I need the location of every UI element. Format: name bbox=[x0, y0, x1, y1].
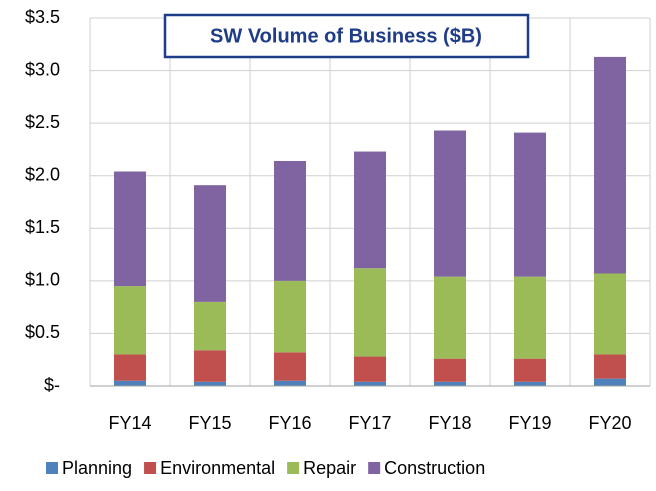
x-tick-label: FY15 bbox=[188, 413, 231, 433]
y-tick-label: $1.0 bbox=[25, 270, 60, 290]
bar-segment bbox=[514, 276, 546, 359]
bar-segment bbox=[594, 273, 626, 355]
bar-segment bbox=[194, 381, 226, 386]
bar-segment bbox=[514, 358, 546, 382]
legend-label: Construction bbox=[384, 458, 485, 478]
bar-segment bbox=[114, 286, 146, 355]
bar-segment bbox=[274, 160, 306, 281]
legend-swatch bbox=[144, 462, 157, 474]
x-tick-label: FY14 bbox=[108, 413, 151, 433]
bar-segment bbox=[194, 301, 226, 351]
bar-segment bbox=[594, 56, 626, 274]
bar-segment bbox=[114, 380, 146, 386]
bar-segment bbox=[354, 151, 386, 269]
x-tick-label: FY20 bbox=[588, 413, 631, 433]
y-tick-label: $1.5 bbox=[25, 217, 60, 237]
plot-area: $- $0.5 $1.0 $1.5 $2.0 $2.5 $3.0 $3.5 FY14 FY15 FY… bbox=[25, 7, 651, 433]
title-box bbox=[163, 13, 530, 59]
y-tick-label: $2.5 bbox=[25, 112, 60, 132]
legend-swatch bbox=[46, 462, 58, 474]
legend-label: Planning bbox=[62, 458, 132, 478]
y-tick-label: $3.5 bbox=[25, 7, 60, 27]
bar-segment bbox=[434, 381, 466, 386]
bar-segment bbox=[194, 350, 226, 382]
y-tick-label: $3.0 bbox=[25, 59, 60, 79]
chart-title: SW Volume of Business ($B) bbox=[210, 25, 482, 47]
bar-segment bbox=[194, 185, 226, 302]
y-tick-label: $- bbox=[44, 375, 60, 395]
x-tick-label: FY16 bbox=[268, 413, 311, 433]
bar-segment bbox=[354, 268, 386, 357]
bar-segment bbox=[274, 280, 306, 353]
legend-label: Repair bbox=[303, 458, 356, 478]
bar-segment bbox=[274, 352, 306, 381]
bar-segment bbox=[514, 381, 546, 386]
bar-segment bbox=[434, 276, 466, 359]
x-tick-label: FY18 bbox=[428, 413, 471, 433]
y-tick-label: $2.0 bbox=[25, 164, 60, 184]
bar-segment bbox=[114, 354, 146, 381]
bar-segment bbox=[434, 130, 466, 277]
legend-label: Environmental bbox=[160, 458, 275, 478]
bar-segment bbox=[354, 381, 386, 386]
bar-segment bbox=[274, 380, 306, 386]
bar-segment bbox=[354, 356, 386, 382]
bar-segment bbox=[594, 354, 626, 379]
bar-segment bbox=[594, 378, 626, 386]
bar-segment bbox=[514, 132, 546, 277]
legend-swatch bbox=[287, 462, 300, 474]
x-tick-label: FY17 bbox=[348, 413, 391, 433]
legend-swatch bbox=[368, 462, 381, 474]
x-tick-label: FY19 bbox=[508, 413, 551, 433]
y-tick-label: $0.5 bbox=[25, 322, 60, 342]
bar-segment bbox=[114, 171, 146, 287]
bar-segment bbox=[434, 358, 466, 382]
